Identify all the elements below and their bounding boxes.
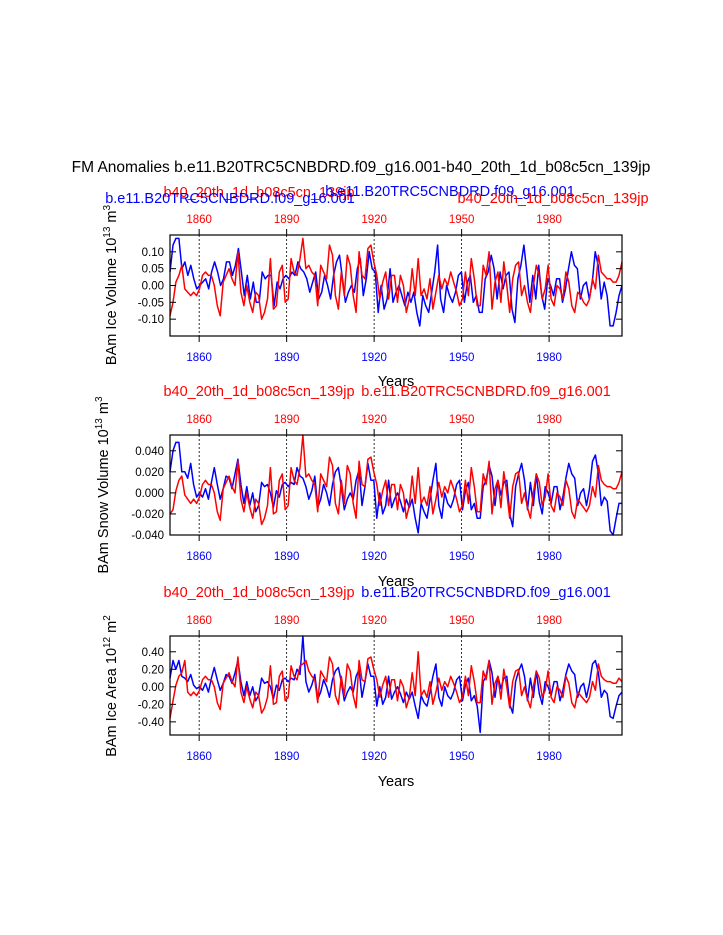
- series-line-red: [169, 651, 623, 719]
- series-line-red: [169, 237, 623, 320]
- y-tick-label: -0.020: [131, 509, 164, 521]
- x-axis-label: Years: [378, 574, 415, 590]
- x-tick-label-bottom: 1950: [449, 551, 475, 563]
- panel-snow-volume: b40_20th_1d_b08c5cn_139jp b.e11.B20TRC5CN…: [94, 384, 623, 590]
- y-label-prefix: BAm Ice Area 10: [104, 648, 120, 757]
- x-axis-label: Years: [378, 374, 415, 390]
- y-tick-label: 0.040: [135, 446, 164, 458]
- series-line-blue: [169, 441, 622, 536]
- series-line-red: [169, 434, 623, 526]
- x-tick-label-top: 1920: [361, 615, 387, 627]
- top-label: b40_20th_1d_b08c5cn_139jp: [163, 185, 354, 201]
- x-tick-label-top: 1980: [536, 214, 562, 226]
- panel-ice-area: b40_20th_1d_b08c5cn_139jp b.e11.B20TRC5CN…: [102, 585, 623, 790]
- y-label-prefix: BAm Ice Volume 10: [104, 238, 120, 365]
- panel-ice-volume: b40_20th_1d_b08c5cn_139jpb.e11.B20TRC5CN…: [102, 184, 649, 390]
- x-axis-label: Years: [378, 774, 415, 790]
- x-tick-label-bottom: 1890: [274, 352, 300, 364]
- y-tick-label: 0.05: [142, 264, 164, 276]
- top-label: b40_20th_1d_b08c5cn_139jp: [163, 585, 354, 601]
- top-label: b.e11.B20TRC5CNBDRD.f09_g16.001: [361, 585, 611, 601]
- x-tick-label-bottom: 1920: [361, 751, 387, 763]
- x-tick-label-top: 1950: [449, 414, 475, 426]
- x-tick-label-top: 1860: [186, 414, 212, 426]
- y-tick-label: 0.00: [142, 281, 164, 293]
- x-tick-label-bottom: 1890: [274, 551, 300, 563]
- top-label: b40_20th_1d_b08c5cn_139jp: [457, 191, 648, 207]
- y-axis-label: BAm Snow Volume 1013 m3: [94, 396, 112, 574]
- y-tick-label: 0.20: [142, 664, 164, 676]
- y-tick-label: 0.00: [142, 682, 164, 694]
- y-tick-label: -0.10: [138, 314, 164, 326]
- x-tick-label-bottom: 1980: [536, 551, 562, 563]
- y-tick-label: -0.20: [138, 699, 164, 711]
- y-label-exp: 13: [102, 226, 113, 238]
- x-tick-label-top: 1890: [274, 214, 300, 226]
- x-tick-label-bottom: 1860: [186, 352, 212, 364]
- y-label-exp: 13: [94, 418, 105, 430]
- x-tick-label-bottom: 1950: [449, 751, 475, 763]
- x-tick-label-bottom: 1920: [361, 551, 387, 563]
- plot-frame: [169, 434, 623, 536]
- x-tick-label-top: 1980: [536, 414, 562, 426]
- x-tick-label-top: 1860: [186, 214, 212, 226]
- x-tick-label-top: 1950: [449, 214, 475, 226]
- y-tick-label: 0.020: [135, 467, 164, 479]
- x-tick-label-top: 1980: [536, 615, 562, 627]
- x-tick-label-bottom: 1980: [536, 352, 562, 364]
- x-tick-label-top: 1920: [361, 214, 387, 226]
- y-axis-label: BAm Ice Volume 1013 m3: [102, 204, 120, 365]
- x-tick-label-bottom: 1950: [449, 352, 475, 364]
- top-label: b.e11.B20TRC5CNBDRD.f09_g16.001: [105, 191, 355, 207]
- series-line-blue: [169, 635, 623, 734]
- figure-title: FM Anomalies b.e11.B20TRC5CNBDRD.f09_g16…: [72, 159, 651, 176]
- y-label-unit-exp: 2: [102, 615, 113, 621]
- x-tick-label-top: 1890: [274, 615, 300, 627]
- top-label: b40_20th_1d_b08c5cn_139jp: [163, 384, 354, 400]
- x-tick-label-bottom: 1980: [536, 751, 562, 763]
- y-label-unit-exp: 3: [102, 204, 113, 210]
- y-label-unit: m: [104, 621, 120, 637]
- y-label-exp: 12: [102, 636, 113, 648]
- top-label: b.e11.B20TRC5CNBDRD.f09_g16.001: [325, 184, 575, 200]
- y-tick-label: -0.40: [138, 717, 164, 729]
- y-tick-label: -0.05: [138, 297, 164, 309]
- x-tick-label-top: 1950: [449, 615, 475, 627]
- y-tick-label: -0.040: [131, 530, 164, 542]
- y-tick-label: 0.40: [142, 647, 164, 659]
- x-tick-label-top: 1890: [274, 414, 300, 426]
- x-tick-label-bottom: 1890: [274, 751, 300, 763]
- y-label-unit: m: [96, 402, 112, 418]
- y-tick-label: 0.000: [135, 488, 164, 500]
- top-label: b.e11.B20TRC5CNBDRD.f09_g16.001: [361, 384, 611, 400]
- y-label-unit: m: [104, 210, 120, 226]
- y-label-prefix: BAm Snow Volume 10: [96, 429, 112, 573]
- x-tick-label-bottom: 1860: [186, 751, 212, 763]
- plot-frame: [169, 635, 623, 736]
- y-axis-label: BAm Ice Area 1012 m2: [102, 615, 120, 757]
- x-tick-label-top: 1920: [361, 414, 387, 426]
- y-tick-label: 0.10: [142, 247, 164, 259]
- x-tick-label-bottom: 1860: [186, 551, 212, 563]
- x-tick-label-bottom: 1920: [361, 352, 387, 364]
- y-label-unit-exp: 3: [94, 396, 105, 402]
- x-tick-label-top: 1860: [186, 615, 212, 627]
